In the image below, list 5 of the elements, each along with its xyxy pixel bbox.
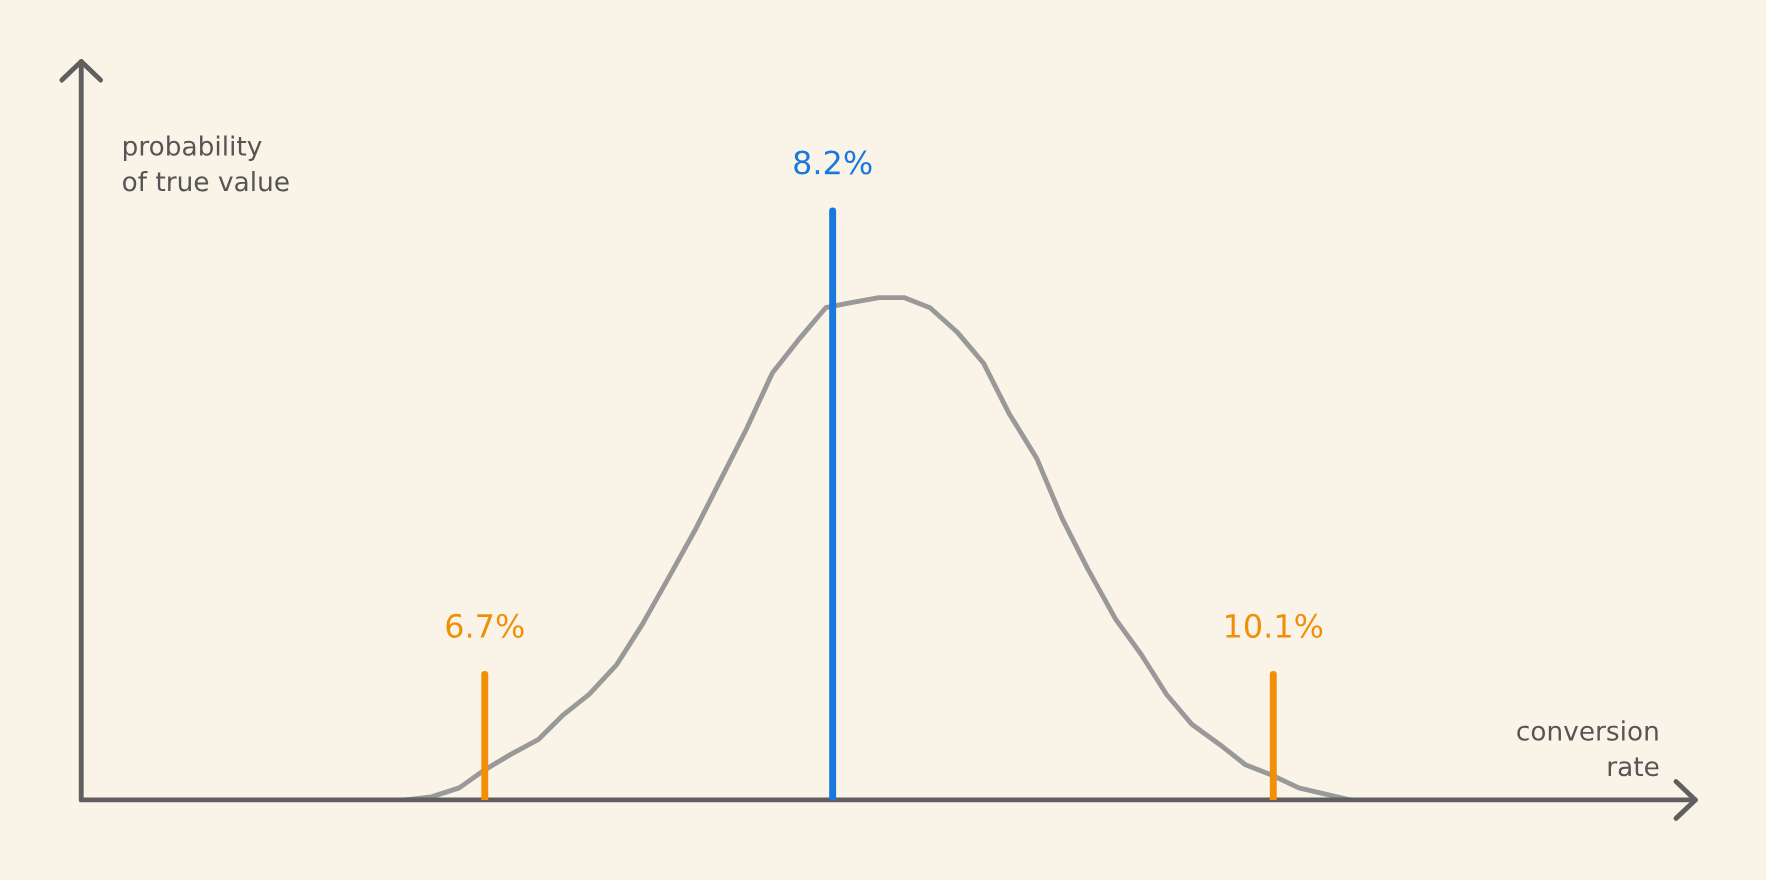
y-axis-title: probability of true value — [123, 135, 289, 192]
x-axis-title: conversion rate — [1517, 720, 1659, 777]
x-tick-label: 10.1% — [1226, 613, 1323, 639]
x-tick-label: 6.7% — [446, 613, 524, 639]
ref-line-label: 8.2% — [794, 150, 872, 175]
